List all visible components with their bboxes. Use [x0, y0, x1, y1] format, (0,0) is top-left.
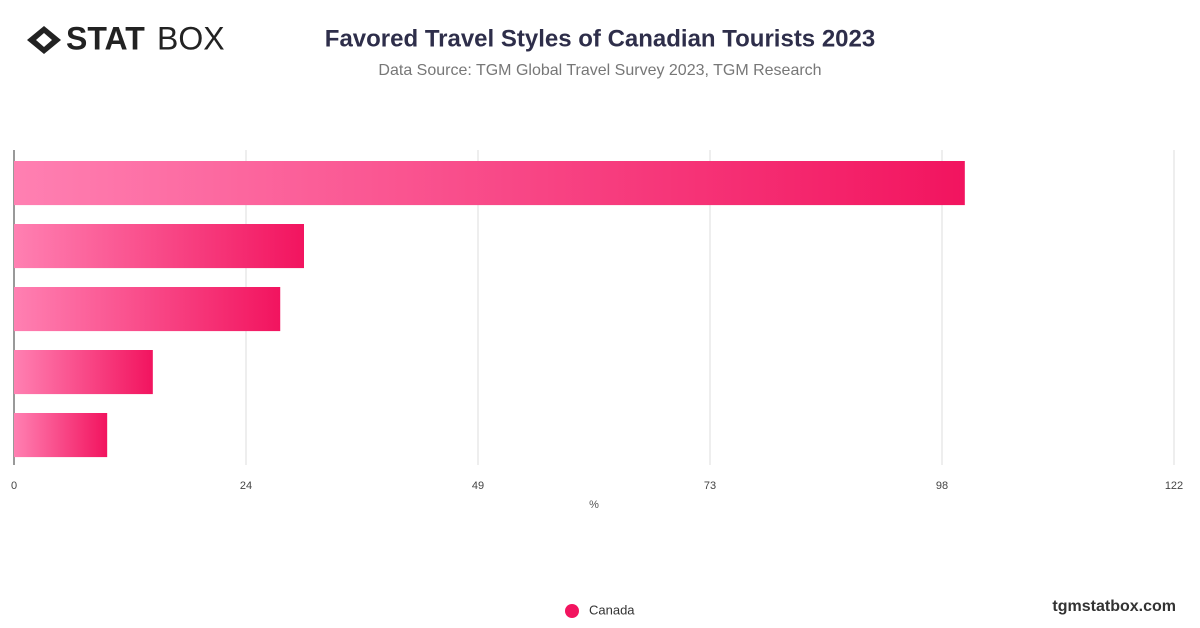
bar — [14, 224, 304, 269]
chart-title: Favored Travel Styles of Canadian Touris… — [325, 25, 875, 52]
bar — [14, 350, 153, 395]
bar — [14, 161, 965, 206]
x-tick-label: 0 — [11, 480, 17, 492]
bar — [14, 413, 108, 458]
x-tick-label: 122 — [1165, 480, 1183, 492]
x-tick-label: 73 — [704, 480, 716, 492]
logo-light: BOX — [157, 20, 225, 56]
x-axis-label: % — [589, 499, 599, 511]
legend-label: Canada — [589, 602, 635, 617]
footer: tgmstatbox.com — [1052, 598, 1176, 615]
x-tick-label: 49 — [472, 480, 484, 492]
logo-bold: STAT — [66, 20, 145, 56]
logo-icon — [27, 26, 61, 54]
x-tick-label: 24 — [240, 480, 252, 492]
bar — [14, 287, 281, 332]
x-tick-label: 98 — [936, 480, 948, 492]
chart-subtitle: Data Source: TGM Global Travel Survey 20… — [378, 62, 821, 79]
legend-marker — [565, 604, 579, 618]
logo: STAT BOX — [27, 20, 225, 56]
